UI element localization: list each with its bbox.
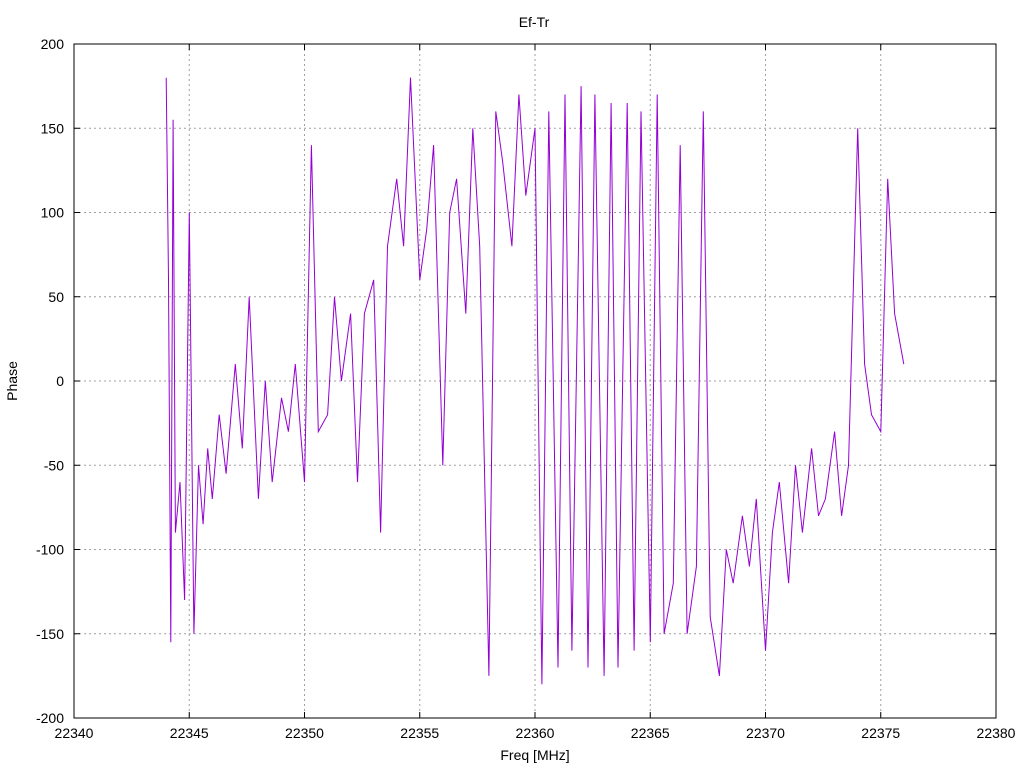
- x-tick-label: 22370: [746, 725, 785, 741]
- grid: [74, 44, 996, 718]
- x-tick-label: 22345: [170, 725, 209, 741]
- y-tick-label: -200: [36, 710, 64, 726]
- y-tick-label: 150: [41, 120, 65, 136]
- x-tick-label: 22375: [861, 725, 900, 741]
- y-tick-label: 50: [48, 289, 64, 305]
- x-tick-label: 22340: [55, 725, 94, 741]
- y-axis-label: Phase: [4, 361, 20, 401]
- x-axis-label: Freq [MHz]: [500, 747, 569, 763]
- x-tick-label: 22355: [400, 725, 439, 741]
- x-tick-label: 22365: [631, 725, 670, 741]
- y-tick-label: -150: [36, 626, 64, 642]
- x-tick-label: 22350: [285, 725, 324, 741]
- x-tick-label: 22360: [516, 725, 555, 741]
- phase-series-line: [165, 77, 905, 685]
- axis-ticks: 22340 22345 22350 22355 22360 22365 22370 22375…: [36, 36, 1016, 741]
- y-tick-label: 100: [41, 205, 65, 221]
- y-tick-label: 200: [41, 36, 65, 52]
- x-tick-label: 22380: [977, 725, 1016, 741]
- y-tick-label: -50: [44, 457, 64, 473]
- y-tick-label: 0: [56, 373, 64, 389]
- y-tick-label: -100: [36, 542, 64, 558]
- chart-title: Ef-Tr: [519, 14, 550, 30]
